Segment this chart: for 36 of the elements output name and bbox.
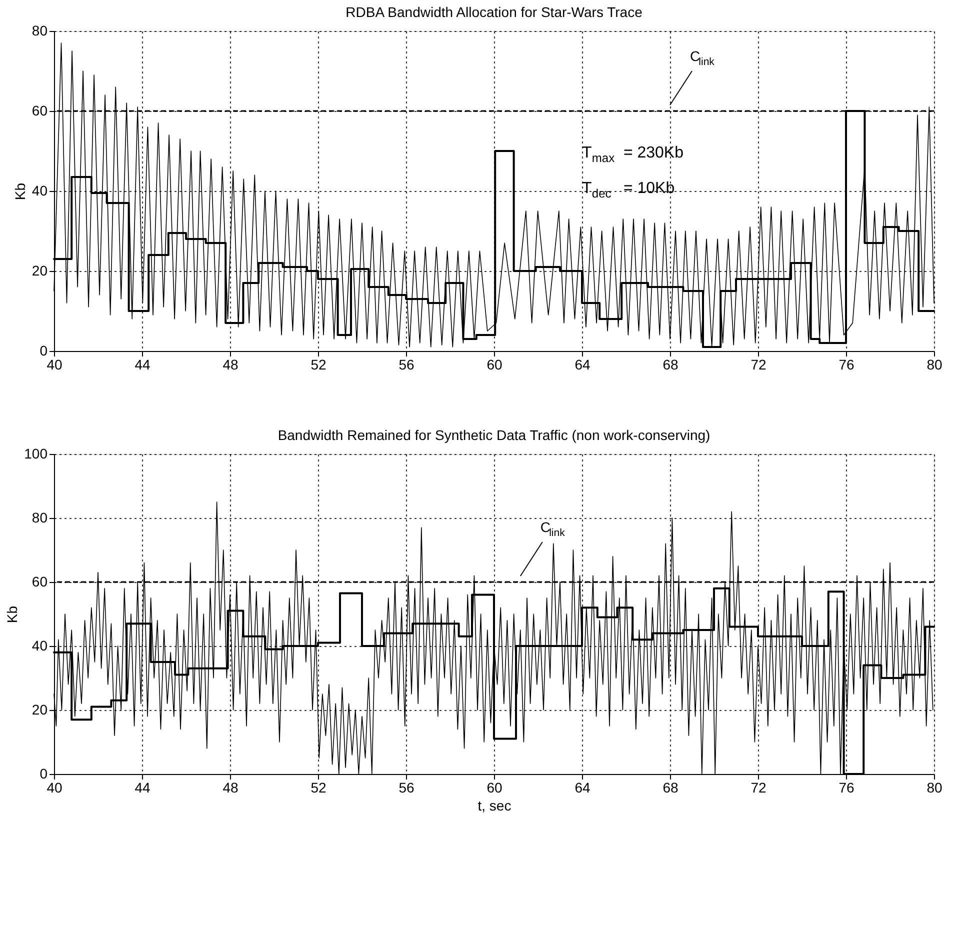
x-tick-label: 52 (310, 780, 326, 796)
x-tick-label: 44 (134, 356, 150, 372)
x-tick-label: 60 (486, 356, 502, 372)
x-tick-label: 48 (222, 780, 238, 796)
y-tick-label: 60 (32, 102, 48, 118)
x-tick-label: 76 (838, 356, 854, 372)
y-tick-label: 40 (32, 182, 48, 198)
x-tick-label: 44 (134, 780, 150, 796)
y-tick-label: 100 (24, 446, 48, 462)
y-tick-label: 0 (40, 766, 48, 782)
x-tick-label: 48 (222, 356, 238, 372)
x-tick-label: 72 (750, 356, 766, 372)
x-tick-label: 72 (750, 780, 766, 796)
x-tick-label: 76 (838, 780, 854, 796)
chart-title: Bandwidth Remained for Synthetic Data Traffic (non work-conserving) (278, 427, 710, 443)
x-tick-label: 80 (926, 356, 942, 372)
x-tick-label: 64 (574, 780, 590, 796)
x-tick-label: 56 (398, 780, 414, 796)
x-tick-label: 60 (486, 780, 502, 796)
x-tick-label: 52 (310, 356, 326, 372)
x-tick-label: 64 (574, 356, 590, 372)
x-tick-label: 56 (398, 356, 414, 372)
y-tick-label: 20 (32, 702, 48, 718)
x-tick-label: 68 (662, 356, 678, 372)
y-axis-title: Kb (4, 606, 20, 624)
chart-title: RDBA Bandwidth Allocation for Star-Wars Trace (346, 4, 643, 20)
y-axis-title: Kb (12, 182, 28, 200)
x-tick-label: 80 (926, 780, 942, 796)
x-tick-label: 68 (662, 780, 678, 796)
y-tick-label: 40 (32, 638, 48, 654)
x-axis-title: t, sec (478, 798, 512, 814)
y-tick-label: 80 (32, 22, 48, 38)
y-tick-label: 20 (32, 262, 48, 278)
y-tick-label: 0 (40, 342, 48, 358)
y-tick-label: 80 (32, 510, 48, 526)
y-tick-label: 60 (32, 574, 48, 590)
